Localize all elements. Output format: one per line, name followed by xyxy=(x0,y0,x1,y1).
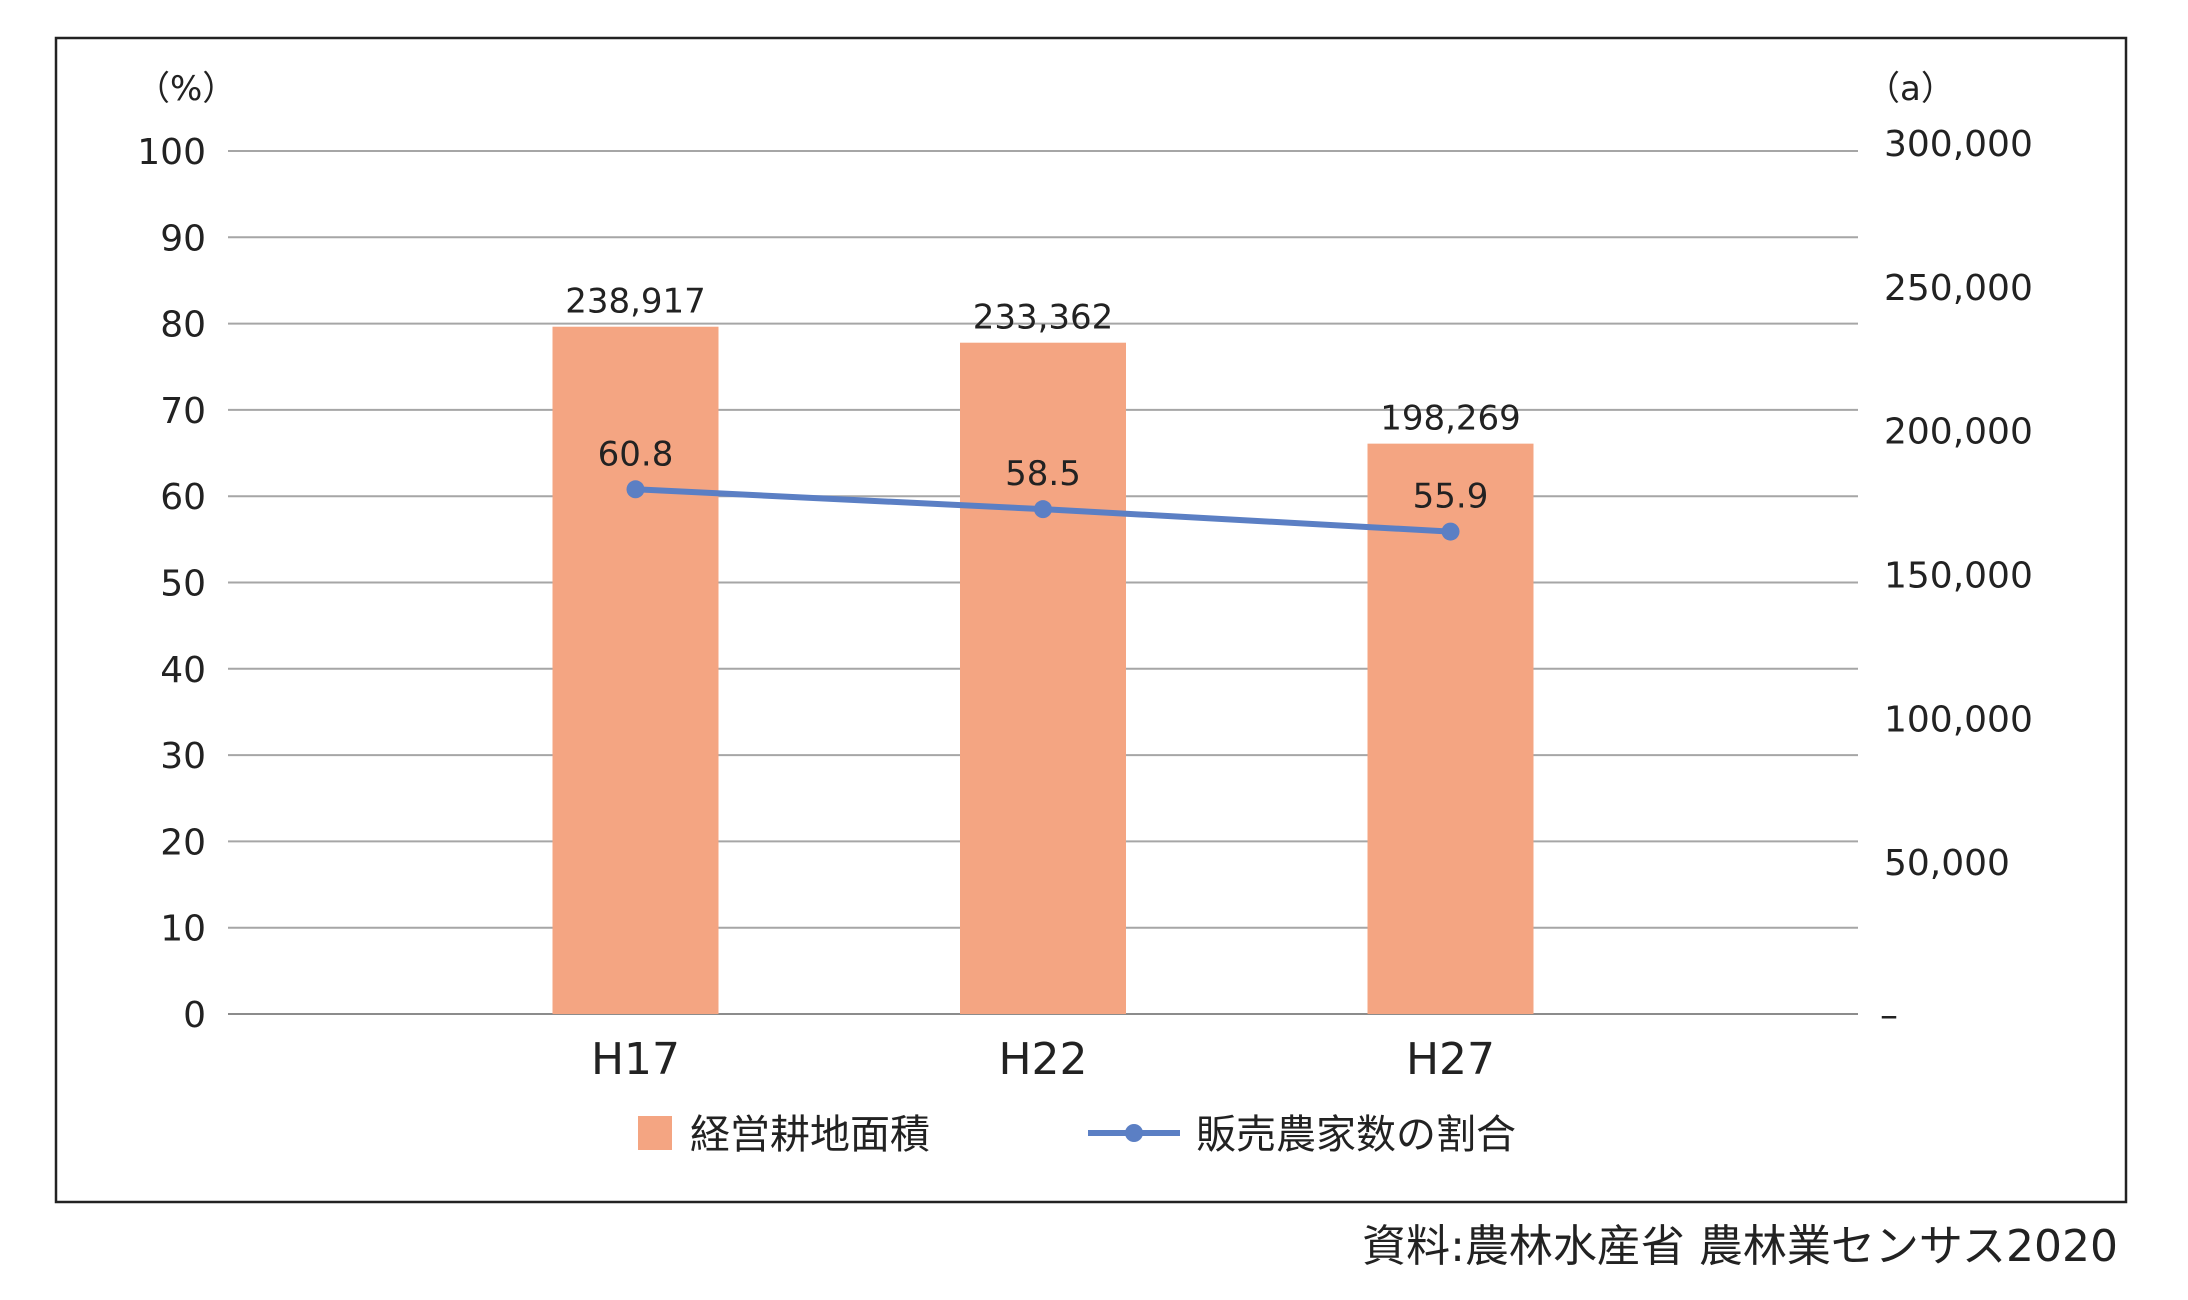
right-tick-label: – xyxy=(1880,995,1898,1036)
bar xyxy=(552,326,719,1014)
bar xyxy=(960,342,1126,1014)
left-tick-label: 40 xyxy=(160,650,206,691)
left-tick-label: 80 xyxy=(160,305,206,346)
legend-line-marker xyxy=(1125,1124,1143,1142)
left-tick-label: 70 xyxy=(160,391,206,432)
line-point xyxy=(626,480,645,499)
left-axis-unit: （%） xyxy=(136,69,236,109)
left-tick-label: 20 xyxy=(160,822,206,863)
line-data-label: 60.8 xyxy=(598,434,674,474)
right-tick-label: 100,000 xyxy=(1884,699,2033,740)
right-tick-label: 200,000 xyxy=(1884,412,2033,453)
bar-data-label: 233,362 xyxy=(973,298,1114,338)
line-point xyxy=(1441,522,1460,541)
left-tick-label: 10 xyxy=(160,909,206,950)
legend: 経営耕地面積 販売農家数の割合 xyxy=(638,1112,1516,1158)
legend-bar-swatch xyxy=(638,1116,672,1150)
line-data-label: 58.5 xyxy=(1005,454,1081,494)
left-tick-label: 100 xyxy=(137,132,206,173)
legend-line-label: 販売農家数の割合 xyxy=(1196,1112,1516,1158)
line-series xyxy=(626,480,1460,541)
right-tick-label: 250,000 xyxy=(1884,268,2033,309)
left-tick-label: 30 xyxy=(160,736,206,777)
bar-series xyxy=(552,326,1534,1014)
left-tick-label: 90 xyxy=(160,218,206,259)
bar-data-label: 198,269 xyxy=(1380,399,1521,439)
category-label: H17 xyxy=(591,1034,680,1085)
right-tick-label: 300,000 xyxy=(1884,124,2033,165)
legend-bar-label: 経営耕地面積 xyxy=(690,1112,930,1158)
bar-data-label: 238,917 xyxy=(565,282,706,322)
left-tick-label: 60 xyxy=(160,477,206,518)
category-label: H27 xyxy=(1406,1034,1495,1085)
left-tick-label: 0 xyxy=(183,995,206,1036)
source-note: 資料:農林水産省 農林業センサス2020 xyxy=(1362,1221,2118,1272)
chart-frame xyxy=(54,36,2128,1204)
line-data-label: 55.9 xyxy=(1413,477,1489,517)
right-axis-unit: （a） xyxy=(1866,69,1955,109)
category-label: H22 xyxy=(998,1034,1087,1085)
right-tick-label: 50,000 xyxy=(1884,843,2010,884)
right-tick-label: 150,000 xyxy=(1884,556,2033,597)
line-point xyxy=(1034,500,1052,519)
labels: 1009080706050403020100300,000250,000200,… xyxy=(136,69,2033,1085)
left-tick-label: 50 xyxy=(160,564,206,605)
